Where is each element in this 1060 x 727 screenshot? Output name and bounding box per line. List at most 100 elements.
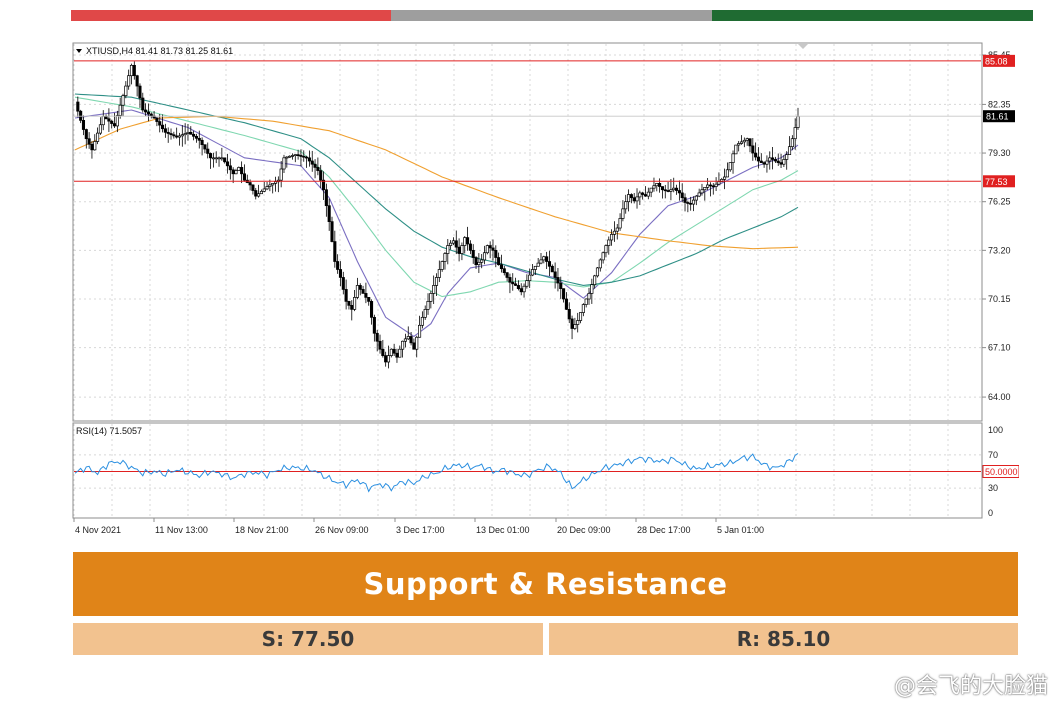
candle-body [536, 262, 540, 267]
candle-body [279, 168, 283, 181]
candle-body [254, 190, 258, 197]
rsi-label: RSI(14) 71.5057 [76, 426, 142, 436]
candle-body [144, 109, 148, 113]
candle-body [344, 289, 348, 302]
candle-body [759, 160, 763, 163]
candle-body [369, 301, 374, 318]
support-value: S: 77.50 [261, 627, 355, 651]
candle-body [203, 144, 207, 150]
candle-body [282, 157, 286, 170]
candle-body [166, 131, 170, 134]
candle-body [562, 288, 566, 300]
candle-body [590, 284, 594, 294]
candle-body [228, 165, 232, 171]
candle-body [793, 127, 797, 140]
y-tick-label: 76.25 [988, 197, 1011, 207]
candle-body [635, 196, 639, 202]
candle-body [90, 143, 94, 151]
candle-body [578, 312, 583, 321]
candle-body [367, 297, 371, 302]
candle-body [686, 202, 690, 204]
candle-body [299, 155, 303, 157]
level-tag [983, 54, 1015, 67]
candle-body [350, 305, 354, 310]
candle-body [485, 245, 489, 254]
candle-body [84, 129, 88, 140]
candle-body [491, 247, 495, 251]
rsi-line [74, 453, 799, 493]
candle-body [141, 97, 145, 111]
candle-body [598, 259, 602, 269]
candle-body [330, 221, 334, 242]
candle-body [364, 293, 368, 298]
rsi-y-tick-label: 70 [988, 450, 998, 460]
symbol-dropdown-icon[interactable] [76, 49, 82, 53]
x-tick-label: 5 Jan 01:00 [717, 525, 764, 535]
candle-body [231, 169, 235, 175]
candle-body [81, 120, 86, 130]
candle-body [336, 261, 340, 270]
price-chart: 85.4582.3579.3076.2573.2070.1567.1064.00… [71, 40, 1020, 542]
sr-header: Support & Resistance [73, 552, 1018, 616]
rsi-plot-frame [72, 422, 983, 519]
level-tag [983, 175, 1015, 188]
candle-body [494, 249, 498, 258]
sentiment-bear-segment [71, 10, 392, 21]
candle-body [573, 324, 577, 329]
candle-body [581, 304, 585, 313]
candle-body [403, 338, 407, 342]
candle-body [223, 157, 227, 163]
candle-body [480, 259, 484, 263]
candle-body [519, 288, 523, 293]
candle-body [262, 188, 266, 192]
candle-body [680, 192, 684, 199]
x-tick-label: 3 Dec 17:00 [396, 525, 445, 535]
y-tick-label: 64.00 [988, 392, 1011, 402]
x-tick-label: 11 Nov 13:00 [155, 525, 208, 535]
candle-body [138, 85, 142, 99]
candle-body [497, 257, 501, 266]
candle-body [666, 190, 670, 192]
candle-body [341, 277, 345, 290]
y-tick-label: 79.30 [988, 148, 1011, 158]
candle-body [700, 189, 704, 194]
candle-body [409, 336, 413, 344]
candle-body [316, 167, 320, 171]
candle-body [132, 64, 136, 77]
candle-body [310, 160, 314, 165]
candle-body [146, 111, 150, 115]
candle-body [454, 240, 458, 248]
candle-body [319, 170, 323, 181]
grid [73, 44, 981, 517]
candle-body [327, 205, 331, 222]
chart-title: XTIUSD,H4 81.41 81.73 81.25 81.61 [86, 46, 233, 56]
candle-body [110, 120, 114, 124]
candle-body [468, 243, 472, 251]
candle-body [697, 192, 701, 197]
candle-body [423, 309, 427, 318]
candle-body [731, 153, 735, 163]
rsi-layer [74, 453, 981, 493]
x-tick-label: 18 Nov 21:00 [235, 525, 289, 535]
candle-body [502, 268, 506, 274]
candle-body [660, 186, 664, 191]
candle-body [723, 176, 727, 180]
candle-body [689, 202, 693, 205]
resistance-box: R: 85.10 [549, 623, 1018, 655]
x-tick-label: 26 Nov 09:00 [315, 525, 369, 535]
candle-body [163, 128, 167, 133]
candle-body [663, 189, 667, 192]
x-tick-label: 4 Nov 2021 [75, 525, 121, 535]
candle-body [533, 265, 537, 270]
candle-body [776, 160, 780, 163]
candle-body [98, 124, 102, 134]
candle-body [194, 135, 198, 139]
candle-body [790, 138, 794, 148]
candle-body [796, 116, 800, 128]
candle-body [313, 163, 317, 168]
moving-average-line [74, 109, 799, 338]
candle-body [375, 332, 379, 342]
candle-body [440, 261, 444, 270]
candle-body [787, 146, 792, 155]
candle-body [420, 316, 424, 326]
